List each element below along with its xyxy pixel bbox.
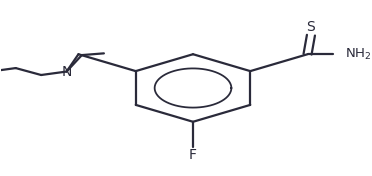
Text: F: F	[189, 148, 197, 162]
Text: NH$_2$: NH$_2$	[345, 47, 371, 62]
Text: N: N	[61, 65, 72, 78]
Text: S: S	[307, 20, 315, 33]
